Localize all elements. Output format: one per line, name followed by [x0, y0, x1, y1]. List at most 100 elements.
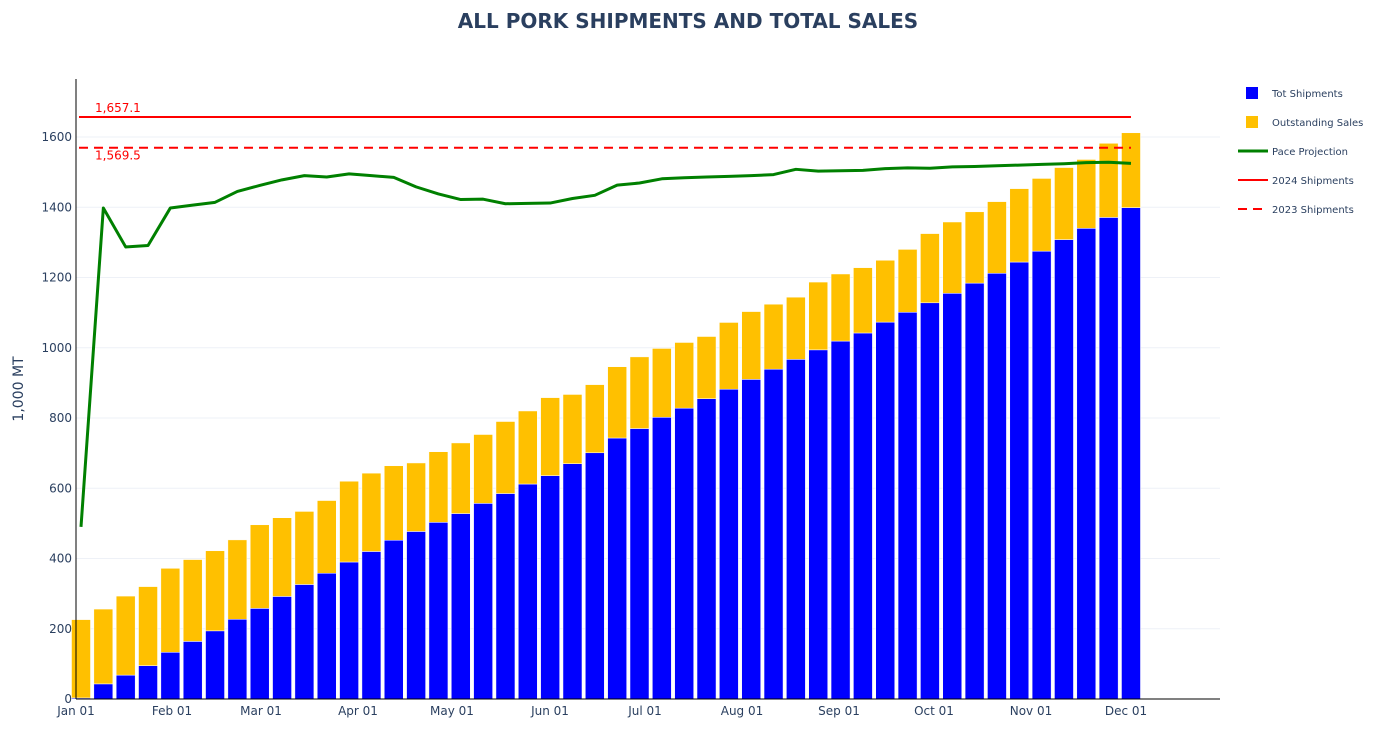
bar-outstanding-sales[interactable] — [585, 384, 605, 454]
bar-tot-shipments[interactable] — [1054, 239, 1074, 700]
bar-tot-shipments[interactable] — [272, 596, 292, 700]
bar-tot-shipments[interactable] — [942, 293, 963, 700]
bar-outstanding-sales[interactable] — [853, 267, 873, 334]
bar-outstanding-sales[interactable] — [786, 296, 806, 360]
bar-outstanding-sales[interactable] — [272, 517, 292, 597]
bar-outstanding-sales[interactable] — [674, 342, 694, 409]
bar-tot-shipments[interactable] — [540, 475, 560, 700]
bar-tot-shipments[interactable] — [160, 652, 181, 700]
bar-outstanding-sales[interactable] — [719, 322, 739, 390]
bar-outstanding-sales[interactable] — [897, 249, 918, 313]
bar-tot-shipments[interactable] — [182, 641, 203, 700]
bar-outstanding-sales[interactable] — [540, 397, 560, 476]
bar-outstanding-sales[interactable] — [652, 348, 672, 418]
bar-outstanding-sales[interactable] — [763, 303, 784, 370]
legend-item[interactable]: Outstanding Sales — [1246, 116, 1363, 129]
bar-tot-shipments[interactable] — [384, 539, 404, 700]
bar-tot-shipments[interactable] — [294, 584, 315, 700]
bar-tot-shipments[interactable] — [361, 551, 382, 700]
bar-outstanding-sales[interactable] — [294, 511, 315, 585]
bar-outstanding-sales[interactable] — [93, 608, 114, 685]
bar-outstanding-sales[interactable] — [1121, 132, 1141, 208]
bar-tot-shipments[interactable] — [428, 522, 449, 700]
bar-outstanding-sales[interactable] — [942, 221, 963, 294]
bar-outstanding-sales[interactable] — [830, 273, 851, 342]
bar-outstanding-sales[interactable] — [205, 550, 225, 632]
bar-tot-shipments[interactable] — [115, 674, 136, 700]
bar-outstanding-sales[interactable] — [115, 595, 136, 676]
bar-tot-shipments[interactable] — [652, 417, 672, 700]
bar-outstanding-sales[interactable] — [518, 410, 538, 485]
bar-tot-shipments[interactable] — [138, 665, 158, 700]
legend-item[interactable]: 2023 Shipments — [1238, 205, 1354, 216]
bar-outstanding-sales[interactable] — [607, 366, 627, 439]
bar-tot-shipments[interactable] — [629, 428, 650, 700]
bar-outstanding-sales[interactable] — [629, 356, 650, 429]
bar-tot-shipments[interactable] — [674, 407, 694, 700]
bar-tot-shipments[interactable] — [495, 493, 516, 700]
bar-outstanding-sales[interactable] — [428, 451, 449, 523]
bar-tot-shipments[interactable] — [763, 368, 784, 700]
bar-outstanding-sales[interactable] — [696, 336, 717, 399]
bar-outstanding-sales[interactable] — [339, 480, 359, 563]
bar-tot-shipments[interactable] — [853, 332, 873, 700]
bar-tot-shipments[interactable] — [562, 463, 583, 700]
legend-item[interactable]: Pace Projection — [1238, 147, 1348, 158]
bar-outstanding-sales[interactable] — [1054, 167, 1074, 240]
bar-outstanding-sales[interactable] — [160, 568, 181, 653]
legend-item[interactable]: Tot Shipments — [1246, 87, 1343, 100]
bar-outstanding-sales[interactable] — [920, 233, 940, 304]
bar-tot-shipments[interactable] — [316, 573, 337, 700]
bar-tot-shipments[interactable] — [808, 349, 828, 700]
bar-outstanding-sales[interactable] — [249, 524, 270, 609]
bar-tot-shipments[interactable] — [897, 312, 918, 700]
bar-tot-shipments[interactable] — [518, 483, 538, 700]
bar-outstanding-sales[interactable] — [1031, 178, 1052, 252]
bar-tot-shipments[interactable] — [875, 321, 895, 700]
bar-tot-shipments[interactable] — [93, 683, 114, 700]
bar-tot-shipments[interactable] — [585, 452, 605, 700]
bar-outstanding-sales[interactable] — [473, 434, 493, 504]
bar-outstanding-sales[interactable] — [138, 586, 158, 666]
bar-outstanding-sales[interactable] — [451, 442, 471, 514]
bar-outstanding-sales[interactable] — [227, 539, 248, 620]
bar-tot-shipments[interactable] — [406, 531, 426, 700]
bar-tot-shipments[interactable] — [1031, 250, 1052, 700]
bar-outstanding-sales[interactable] — [987, 201, 1007, 274]
bar-outstanding-sales[interactable] — [406, 462, 426, 532]
bar-outstanding-sales[interactable] — [964, 211, 985, 284]
bar-tot-shipments[interactable] — [920, 302, 940, 700]
bar-tot-shipments[interactable] — [987, 273, 1007, 700]
bar-outstanding-sales[interactable] — [495, 421, 516, 494]
line-pace-projection[interactable] — [79, 160, 1132, 527]
bar-tot-shipments[interactable] — [249, 608, 270, 700]
bar-tot-shipments[interactable] — [964, 282, 985, 700]
bar-outstanding-sales[interactable] — [384, 465, 404, 541]
bar-outstanding-sales[interactable] — [875, 260, 895, 323]
bar-outstanding-sales[interactable] — [316, 500, 337, 574]
bar-tot-shipments[interactable] — [830, 340, 851, 700]
bar-outstanding-sales[interactable] — [361, 472, 382, 552]
bar-tot-shipments[interactable] — [205, 630, 225, 700]
bar-tot-shipments[interactable] — [1098, 217, 1119, 700]
bar-tot-shipments[interactable] — [451, 513, 471, 700]
bar-tot-shipments[interactable] — [741, 379, 761, 700]
bar-tot-shipments[interactable] — [1121, 207, 1141, 700]
bar-outstanding-sales[interactable] — [182, 559, 203, 642]
bar-tot-shipments[interactable] — [719, 388, 739, 700]
bar-tot-shipments[interactable] — [1009, 261, 1030, 700]
legend[interactable]: Tot Shipments Outstanding Sales Pace Proje… — [1238, 87, 1363, 216]
bar-tot-shipments[interactable] — [786, 359, 806, 700]
legend-item[interactable]: 2024 Shipments — [1238, 176, 1354, 187]
bar-tot-shipments[interactable] — [1076, 228, 1097, 700]
bar-tot-shipments[interactable] — [607, 437, 627, 700]
bar-tot-shipments[interactable] — [339, 561, 359, 700]
bar-tot-shipments[interactable] — [227, 619, 248, 700]
bar-outstanding-sales[interactable] — [1098, 143, 1119, 218]
bar-outstanding-sales[interactable] — [808, 281, 828, 351]
bar-tot-shipments[interactable] — [696, 398, 717, 700]
bar-outstanding-sales[interactable] — [1076, 159, 1097, 229]
bar-outstanding-sales[interactable] — [1009, 188, 1030, 263]
bar-outstanding-sales[interactable] — [71, 619, 91, 699]
bar-outstanding-sales[interactable] — [562, 394, 583, 464]
